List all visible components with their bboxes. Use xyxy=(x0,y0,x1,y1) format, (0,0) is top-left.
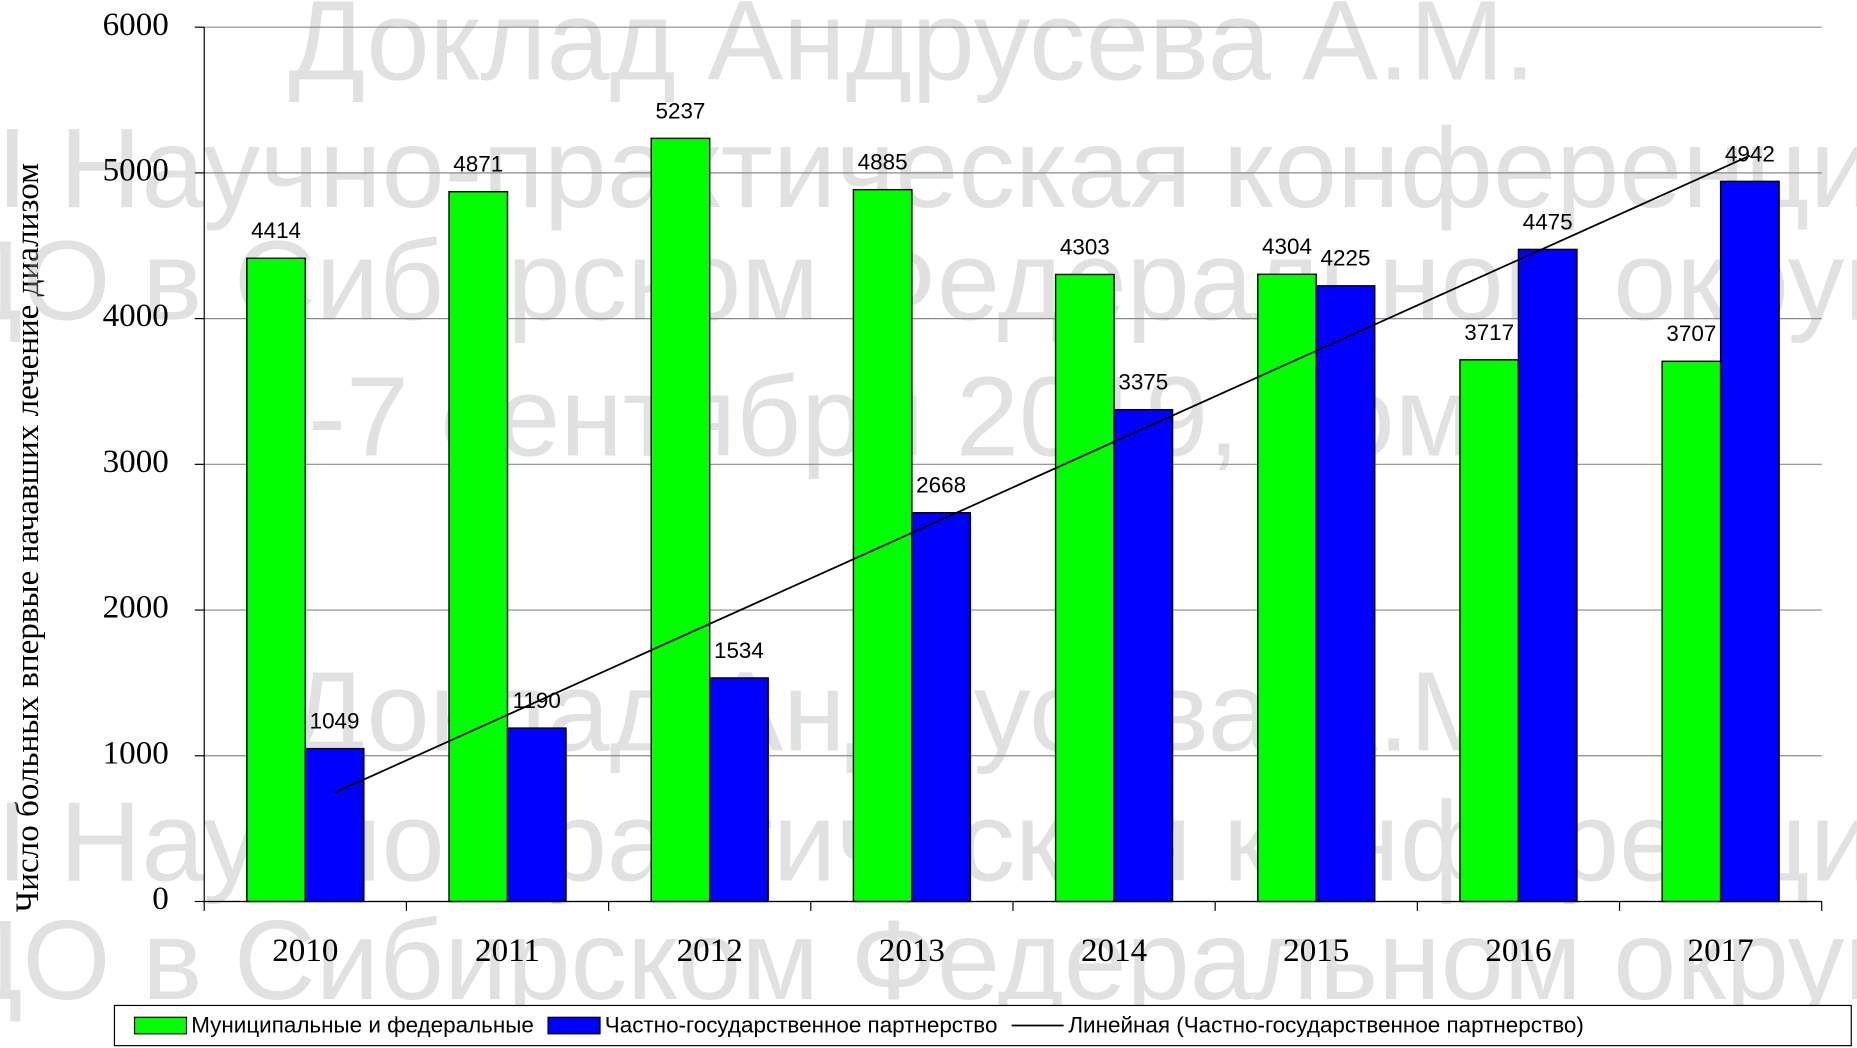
x-tick-label: 2013 xyxy=(879,933,945,969)
bar xyxy=(1661,360,1722,903)
watermark: Доклад Андрусева А.М. xyxy=(288,0,1535,105)
data-label: 2668 xyxy=(916,473,966,498)
data-label: 5237 xyxy=(655,98,705,123)
data-label: 1534 xyxy=(714,638,764,663)
bar xyxy=(1719,180,1780,903)
x-tick-label: 2010 xyxy=(272,933,338,969)
bar xyxy=(708,677,769,903)
y-axis-label: Число больных впервые начавших лечение д… xyxy=(10,163,46,912)
bar xyxy=(1054,273,1115,903)
legend-label: Частно-государственное партнерство xyxy=(605,1013,998,1038)
y-tick-label: 1000 xyxy=(103,735,169,771)
bar xyxy=(1315,285,1376,903)
y-tick-label: 0 xyxy=(152,881,169,917)
data-label: 3717 xyxy=(1464,320,1514,345)
x-tick-label: 2017 xyxy=(1688,933,1754,969)
x-tick-label: 2016 xyxy=(1485,933,1551,969)
data-label: 1049 xyxy=(310,709,360,734)
data-label: 4225 xyxy=(1321,246,1371,271)
x-tick-label: 2011 xyxy=(475,933,540,969)
data-label: 4303 xyxy=(1060,234,1110,259)
y-tick-label: 2000 xyxy=(103,590,169,626)
x-tick-label: 2015 xyxy=(1283,933,1349,969)
bar xyxy=(304,747,365,903)
data-label: 3707 xyxy=(1666,321,1716,346)
x-tick-label: 2014 xyxy=(1081,933,1148,969)
bar xyxy=(448,190,509,903)
y-tick-label: 6000 xyxy=(103,7,169,43)
data-label: 4304 xyxy=(1262,234,1312,259)
x-tick-label: 2012 xyxy=(677,933,743,969)
data-label: 4414 xyxy=(251,218,301,243)
legend-swatch xyxy=(133,1016,188,1035)
watermark: 6-7 сентября 2019, Томск xyxy=(245,353,1580,480)
legend-label: Линейная (Частно-государственное партнер… xyxy=(1068,1013,1584,1038)
data-label: 4475 xyxy=(1523,209,1573,234)
bar xyxy=(650,137,711,903)
bar xyxy=(506,727,567,903)
bar xyxy=(1459,359,1520,903)
y-tick-label: 3000 xyxy=(103,444,169,480)
data-label: 3375 xyxy=(1118,370,1168,395)
bar xyxy=(911,512,972,903)
data-label: 4871 xyxy=(453,152,503,177)
bar xyxy=(1257,273,1317,903)
data-label: 4885 xyxy=(858,150,908,175)
watermark: РДО в Сибирском Федеральном округе xyxy=(0,897,1857,1024)
y-tick-label: 5000 xyxy=(103,152,169,188)
bar xyxy=(246,257,307,903)
trendline xyxy=(334,154,1751,794)
watermark: VII Научно-практическая конференция xyxy=(0,105,1857,232)
legend-swatch xyxy=(547,1016,601,1035)
y-tick-label: 4000 xyxy=(103,298,169,334)
legend-box xyxy=(113,1004,1852,1047)
data-label: 4942 xyxy=(1725,141,1775,166)
bar xyxy=(1113,408,1174,903)
legend-label: Муниципальные и федеральные xyxy=(191,1013,534,1038)
bar xyxy=(1517,248,1578,903)
